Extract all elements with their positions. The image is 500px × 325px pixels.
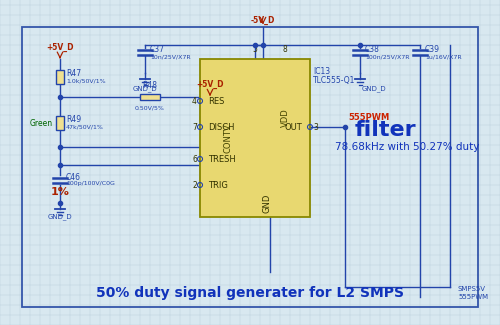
Text: 47k/50V/1%: 47k/50V/1% xyxy=(66,124,104,129)
Text: 1.0k/50V/1%: 1.0k/50V/1% xyxy=(66,79,106,84)
Text: 100p/100V/C0G: 100p/100V/C0G xyxy=(66,181,115,187)
Text: TRIG: TRIG xyxy=(208,180,228,189)
Text: C46: C46 xyxy=(66,173,81,181)
Text: C39: C39 xyxy=(425,45,440,54)
Text: R48: R48 xyxy=(142,81,158,90)
Text: 2: 2 xyxy=(192,180,197,189)
Text: 1%: 1% xyxy=(50,187,70,197)
Text: filter: filter xyxy=(355,120,416,140)
Text: CONTV: CONTV xyxy=(224,123,232,153)
Text: TRESH: TRESH xyxy=(208,154,236,163)
Text: 0.50V/5%: 0.50V/5% xyxy=(135,105,165,110)
Bar xyxy=(200,59,310,217)
Text: TLC555-Q1: TLC555-Q1 xyxy=(313,76,356,85)
Text: GND_D: GND_D xyxy=(48,213,72,220)
Text: 5: 5 xyxy=(252,45,258,54)
Text: GND: GND xyxy=(262,193,272,213)
Bar xyxy=(56,70,64,84)
Text: -5V_D: -5V_D xyxy=(251,16,275,25)
Text: C37: C37 xyxy=(150,45,165,54)
Text: DISCH: DISCH xyxy=(208,123,234,132)
Text: 555PWM: 555PWM xyxy=(348,113,389,122)
Text: 50% duty signal generater for L2 SMPS: 50% duty signal generater for L2 SMPS xyxy=(96,286,404,300)
Text: VDD: VDD xyxy=(280,109,289,127)
Text: Green: Green xyxy=(30,119,53,127)
Text: +5V_D: +5V_D xyxy=(196,80,224,89)
Text: RES: RES xyxy=(208,97,224,106)
Text: 78.68kHz with 50.27% duty: 78.68kHz with 50.27% duty xyxy=(335,142,480,152)
Text: IC13: IC13 xyxy=(313,67,330,76)
Text: OUT: OUT xyxy=(284,123,302,132)
Text: R49: R49 xyxy=(66,115,81,124)
Text: C38: C38 xyxy=(365,45,380,54)
Text: SMPS5V: SMPS5V xyxy=(458,286,486,292)
Text: 8: 8 xyxy=(282,45,288,54)
Text: GND_D: GND_D xyxy=(362,85,386,92)
Text: 1u/16V/X7R: 1u/16V/X7R xyxy=(425,55,462,59)
Text: 7: 7 xyxy=(192,123,197,132)
Text: GND_D: GND_D xyxy=(132,85,158,92)
Bar xyxy=(22,27,478,307)
Bar xyxy=(140,94,160,100)
Text: 3: 3 xyxy=(313,123,318,132)
Text: R47: R47 xyxy=(66,70,81,79)
Text: 555PWM: 555PWM xyxy=(458,294,488,300)
Text: 4: 4 xyxy=(192,97,197,106)
Text: 100n/25V/X7R: 100n/25V/X7R xyxy=(365,55,410,59)
Text: 6: 6 xyxy=(192,154,197,163)
Text: +5V_D: +5V_D xyxy=(46,43,74,52)
Text: 10n/25V/X7R: 10n/25V/X7R xyxy=(150,55,190,59)
Bar xyxy=(56,116,64,130)
